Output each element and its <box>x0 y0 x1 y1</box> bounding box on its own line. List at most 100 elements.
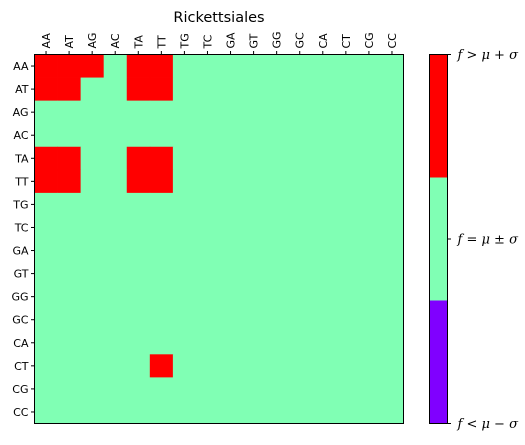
heatmap-cell <box>265 100 289 125</box>
heatmap-cell <box>103 400 128 424</box>
heatmap-cell <box>265 54 289 78</box>
heatmap-cell <box>57 192 82 217</box>
heatmap-cell <box>357 354 381 378</box>
heatmap-cell <box>172 54 197 78</box>
colorbar-tick-label: f = μ ± σ <box>457 233 520 248</box>
heatmap-cell <box>380 169 404 194</box>
heatmap-cell <box>380 146 404 171</box>
colorbar: f > μ + σ f = μ ± σ f < μ − σ <box>429 48 520 432</box>
heatmap-cell <box>242 400 266 424</box>
heatmap-cell <box>103 192 128 217</box>
heatmap-cell <box>172 215 197 240</box>
x-tick-label: AA <box>40 33 53 49</box>
heatmap-cell <box>57 77 82 102</box>
y-tick-label: TC <box>14 221 29 234</box>
y-tick-label: CT <box>14 360 29 373</box>
heatmap-cell <box>172 331 197 355</box>
heatmap-cell <box>80 262 105 286</box>
heatmap-cell <box>34 331 58 355</box>
heatmap-cell <box>80 215 105 240</box>
heatmap-cell <box>357 377 381 401</box>
y-tick-label: CC <box>13 406 29 419</box>
heatmap-cell <box>149 285 174 309</box>
heatmap-cell <box>219 285 243 309</box>
heatmap-cell <box>311 77 335 102</box>
heatmap-cell <box>80 285 105 309</box>
x-tick-label: CT <box>340 34 353 49</box>
heatmap-cell <box>357 192 381 217</box>
heatmap-cell <box>34 239 58 263</box>
heatmap-cell <box>34 377 58 401</box>
heatmap-cell <box>172 377 197 401</box>
heatmap-cell <box>195 100 220 125</box>
heatmap-cell <box>34 77 58 102</box>
heatmap-cell <box>57 262 82 286</box>
heatmap-cell <box>172 285 197 309</box>
heatmap-cell <box>311 215 335 240</box>
heatmap-cell <box>172 100 197 125</box>
heatmap-cell <box>265 146 289 171</box>
heatmap-cell <box>126 262 151 286</box>
heatmap-cell <box>380 262 404 286</box>
x-tick-label: AC <box>109 33 122 48</box>
heatmap-cell <box>126 285 151 309</box>
heatmap-cell <box>219 354 243 378</box>
y-tick-label: GG <box>11 291 28 304</box>
heatmap-cell <box>380 400 404 424</box>
heatmap-cell <box>172 262 197 286</box>
heatmap-cell <box>219 100 243 125</box>
heatmap-cells <box>34 54 404 424</box>
heatmap-cell <box>126 123 151 148</box>
heatmap-cell <box>242 77 266 102</box>
heatmap-cell <box>172 308 197 332</box>
heatmap-cell <box>242 123 266 148</box>
heatmap-cell <box>265 400 289 424</box>
heatmap-cell <box>357 400 381 424</box>
colorbar-segment <box>429 300 448 424</box>
heatmap-cell <box>357 285 381 309</box>
heatmap-cell <box>149 215 174 240</box>
heatmap-cell <box>334 308 358 332</box>
y-tick-label: GC <box>12 314 29 327</box>
heatmap-cell <box>357 169 381 194</box>
heatmap-cell <box>149 262 174 286</box>
heatmap-cell <box>57 354 82 378</box>
heatmap-cell <box>334 146 358 171</box>
heatmap-cell <box>311 192 335 217</box>
heatmap-cell <box>380 354 404 378</box>
y-tick-label: AA <box>13 60 29 73</box>
heatmap-cell <box>288 169 312 194</box>
heatmap-cell <box>311 262 335 286</box>
heatmap-cell <box>80 169 105 194</box>
heatmap-cell <box>265 77 289 102</box>
heatmap-cell <box>357 308 381 332</box>
heatmap-cell <box>34 354 58 378</box>
x-axis-ticks: AA AT AG AC TA TT TG TC GA GT GG GC CA CT CG CC <box>40 31 399 55</box>
heatmap-cell <box>311 377 335 401</box>
heatmap-cell <box>195 192 220 217</box>
heatmap-cell <box>80 239 105 263</box>
heatmap-cell <box>242 146 266 171</box>
x-tick-label: GG <box>271 31 284 48</box>
heatmap-cell <box>34 308 58 332</box>
y-tick-label: TT <box>14 175 29 188</box>
heatmap-cell <box>265 262 289 286</box>
heatmap-cell <box>195 54 220 78</box>
heatmap-cell <box>334 285 358 309</box>
heatmap-cell <box>172 169 197 194</box>
heatmap-cell <box>34 192 58 217</box>
heatmap-cell <box>357 331 381 355</box>
heatmap-cell <box>195 308 220 332</box>
heatmap-cell <box>195 146 220 171</box>
heatmap-cell <box>265 285 289 309</box>
heatmap-cell <box>57 123 82 148</box>
heatmap-cell <box>334 54 358 78</box>
heatmap-cell <box>334 192 358 217</box>
heatmap-cell <box>334 169 358 194</box>
heatmap-cell <box>34 215 58 240</box>
heatmap-cell <box>103 77 128 102</box>
heatmap-cell <box>149 239 174 263</box>
heatmap-cell <box>242 239 266 263</box>
heatmap-cell <box>357 77 381 102</box>
